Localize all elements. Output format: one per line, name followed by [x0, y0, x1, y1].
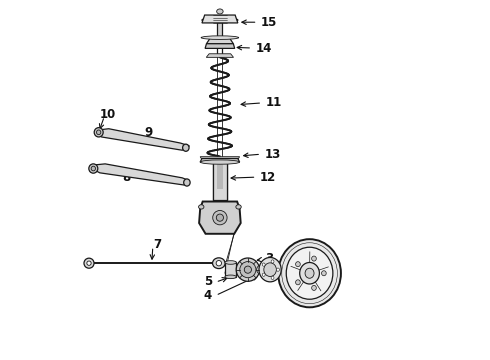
- Ellipse shape: [225, 275, 236, 279]
- Ellipse shape: [84, 258, 94, 268]
- Text: 15: 15: [261, 16, 277, 29]
- Ellipse shape: [276, 268, 279, 271]
- Polygon shape: [205, 44, 235, 48]
- Ellipse shape: [94, 128, 103, 137]
- Ellipse shape: [200, 160, 240, 164]
- Ellipse shape: [184, 179, 190, 186]
- Ellipse shape: [198, 205, 204, 209]
- Text: 4: 4: [204, 289, 212, 302]
- Ellipse shape: [312, 285, 317, 291]
- Polygon shape: [92, 164, 190, 185]
- Ellipse shape: [264, 263, 276, 276]
- Polygon shape: [206, 38, 233, 44]
- Text: 9: 9: [145, 126, 153, 139]
- Text: 6: 6: [224, 207, 232, 220]
- Ellipse shape: [257, 265, 266, 274]
- Polygon shape: [218, 23, 222, 37]
- Polygon shape: [213, 162, 227, 200]
- Ellipse shape: [217, 9, 223, 14]
- Polygon shape: [200, 157, 240, 159]
- Ellipse shape: [271, 260, 274, 263]
- Ellipse shape: [262, 273, 265, 276]
- Ellipse shape: [91, 166, 96, 171]
- Polygon shape: [199, 202, 241, 234]
- Polygon shape: [206, 54, 234, 57]
- Polygon shape: [225, 262, 236, 277]
- Text: 13: 13: [265, 148, 281, 161]
- Ellipse shape: [97, 130, 101, 135]
- Text: 10: 10: [100, 108, 116, 121]
- Ellipse shape: [259, 257, 281, 282]
- Ellipse shape: [295, 262, 300, 267]
- Ellipse shape: [286, 247, 333, 299]
- Ellipse shape: [216, 261, 221, 266]
- Ellipse shape: [245, 266, 251, 273]
- Text: 2: 2: [293, 259, 301, 272]
- Ellipse shape: [89, 164, 98, 173]
- Polygon shape: [200, 158, 240, 162]
- Ellipse shape: [213, 211, 227, 225]
- Text: 7: 7: [153, 238, 162, 251]
- Text: 11: 11: [266, 96, 282, 109]
- Polygon shape: [217, 162, 223, 189]
- Ellipse shape: [240, 262, 256, 278]
- Ellipse shape: [201, 36, 239, 40]
- Ellipse shape: [236, 205, 241, 209]
- Text: 12: 12: [260, 171, 276, 184]
- Text: 8: 8: [122, 171, 131, 184]
- Text: 14: 14: [256, 41, 272, 54]
- Ellipse shape: [278, 239, 341, 307]
- Ellipse shape: [216, 214, 223, 221]
- Ellipse shape: [225, 261, 236, 264]
- Ellipse shape: [87, 261, 91, 265]
- Ellipse shape: [183, 144, 189, 151]
- Ellipse shape: [202, 18, 238, 22]
- Ellipse shape: [271, 276, 274, 279]
- Polygon shape: [202, 15, 238, 23]
- Ellipse shape: [312, 256, 317, 261]
- Ellipse shape: [300, 262, 319, 284]
- Ellipse shape: [213, 258, 225, 269]
- Text: 1: 1: [324, 266, 333, 279]
- Ellipse shape: [236, 258, 260, 281]
- Polygon shape: [96, 129, 190, 150]
- Ellipse shape: [305, 268, 314, 278]
- Ellipse shape: [262, 263, 265, 266]
- Ellipse shape: [321, 271, 326, 276]
- Ellipse shape: [295, 280, 300, 285]
- Text: 5: 5: [204, 275, 212, 288]
- Text: 3: 3: [265, 252, 273, 265]
